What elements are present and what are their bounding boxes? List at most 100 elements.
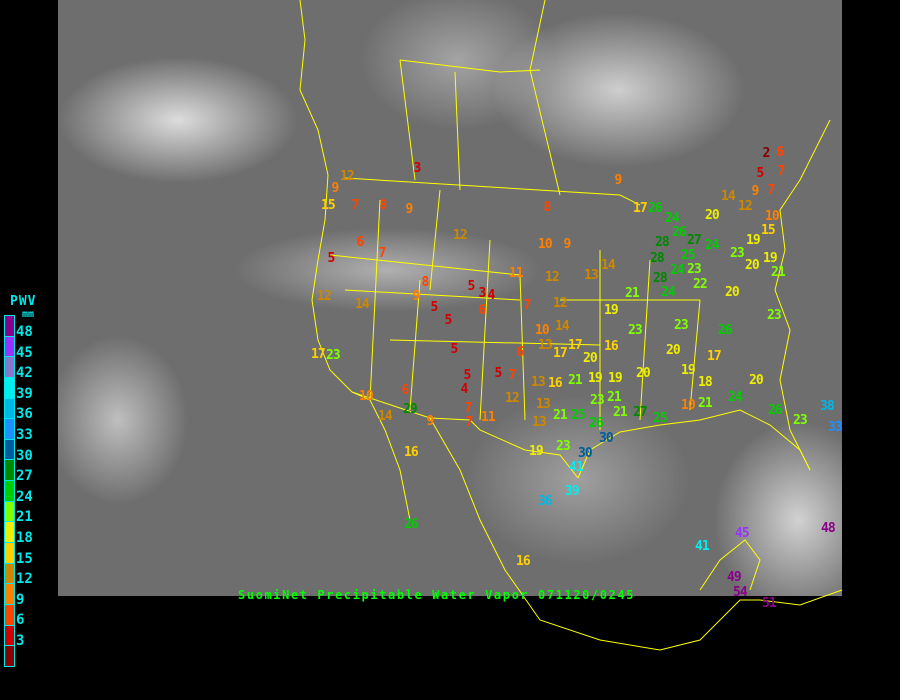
station-pwv-value: 26 <box>589 415 604 431</box>
station-pwv-value: 28 <box>653 270 668 286</box>
station-pwv-value: 21 <box>553 407 568 423</box>
mexico-coastline <box>429 417 843 651</box>
station-pwv-value: 23 <box>674 317 689 333</box>
legend-label: 12 <box>16 571 33 588</box>
station-pwv-value: 28 <box>655 234 670 250</box>
station-pwv-value: 14 <box>721 188 736 204</box>
station-pwv-value: 23 <box>556 438 571 454</box>
station-pwv-value: 21 <box>613 404 628 420</box>
station-pwv-value: 48 <box>821 520 836 536</box>
station-pwv-value: 15 <box>761 222 776 238</box>
station-pwv-value: 19 <box>763 250 778 266</box>
station-pwv-value: 20 <box>583 350 598 366</box>
station-pwv-value: 2 <box>762 145 771 161</box>
station-pwv-value: 13 <box>538 337 553 353</box>
station-pwv-value: 14 <box>355 296 370 312</box>
legend-label: 18 <box>16 530 33 546</box>
legend-swatch <box>5 543 14 564</box>
station-pwv-value: 23 <box>326 347 341 363</box>
station-pwv-value: 23 <box>687 261 702 277</box>
station-pwv-value: 8 <box>421 274 430 290</box>
legend-label: 39 <box>16 385 33 402</box>
station-pwv-value: 19 <box>746 232 761 248</box>
station-pwv-value: 12 <box>340 168 355 184</box>
station-pwv-value: 19 <box>604 302 619 318</box>
legend-swatch <box>5 522 14 544</box>
station-pwv-value: 7 <box>508 367 517 383</box>
station-pwv-value: 23 <box>730 245 745 261</box>
legend-label: 6 <box>16 612 25 629</box>
legend-label: 15 <box>16 550 33 567</box>
station-pwv-value: 12 <box>738 198 753 214</box>
legend-swatch <box>5 316 14 337</box>
legend-swatch <box>5 563 14 585</box>
station-pwv-value: 20 <box>636 365 651 381</box>
legend-unit: mm <box>22 309 35 320</box>
station-pwv-value: 25 <box>681 247 696 263</box>
station-pwv-value: 20 <box>725 284 740 300</box>
legend-color-bar <box>4 315 15 667</box>
map-title: SuomiNet Precipitable Water Vapor 071120… <box>238 588 636 602</box>
station-pwv-value: 10 <box>765 208 780 224</box>
legend-label: 9 <box>16 591 25 608</box>
station-pwv-value: 30 <box>599 430 614 446</box>
station-pwv-value: 8 <box>543 199 552 215</box>
station-pwv-value: 19 <box>608 370 623 386</box>
legend-label: 27 <box>16 468 33 485</box>
station-pwv-value: 9 <box>563 236 572 252</box>
station-pwv-value: 24 <box>665 210 680 226</box>
station-pwv-value: 14 <box>555 318 570 334</box>
station-pwv-value: 20 <box>745 257 760 273</box>
station-pwv-value: 36 <box>538 493 553 509</box>
station-pwv-value: 4 <box>487 287 496 303</box>
station-pwv-value: 21 <box>771 264 786 280</box>
legend-swatch <box>5 460 14 482</box>
canada-provinces <box>399 0 561 196</box>
station-pwv-value: 23 <box>767 307 782 323</box>
station-pwv-value: 13 <box>536 396 551 412</box>
station-pwv-value: 26 <box>768 402 783 418</box>
legend-label: 3 <box>16 633 25 649</box>
station-pwv-value: 16 <box>404 444 419 460</box>
station-pwv-value: 7 <box>465 414 474 430</box>
station-pwv-value: 21 <box>607 389 622 405</box>
station-pwv-value: 20 <box>749 372 764 388</box>
station-pwv-value: 9 <box>751 183 760 199</box>
station-pwv-value: 6 <box>516 344 525 360</box>
legend-label: 21 <box>16 509 33 526</box>
legend-swatch <box>5 439 14 461</box>
station-pwv-value: 19 <box>681 362 696 378</box>
station-pwv-value: 21 <box>568 372 583 388</box>
station-pwv-value: 6 <box>356 234 365 250</box>
station-pwv-value: 5 <box>463 367 472 383</box>
station-pwv-value: 9 <box>614 172 623 188</box>
gulf-coastline <box>577 409 811 479</box>
station-pwv-value: 16 <box>604 338 619 354</box>
us-canada-border <box>344 177 641 206</box>
station-pwv-value: 12 <box>545 269 560 285</box>
station-pwv-value: 7 <box>523 297 532 313</box>
station-pwv-value: 54 <box>733 584 748 600</box>
legend-swatch <box>5 336 14 358</box>
station-pwv-value: 39 <box>565 483 580 499</box>
station-pwv-value: 16 <box>516 553 531 569</box>
station-pwv-value: 9 <box>331 180 340 196</box>
station-pwv-value: 10 <box>535 322 550 338</box>
station-pwv-value: 21 <box>698 395 713 411</box>
station-pwv-value: 33 <box>828 419 843 435</box>
station-pwv-value: 45 <box>735 525 750 541</box>
legend-label: 42 <box>16 365 33 382</box>
station-pwv-value: 25 <box>571 407 586 423</box>
station-pwv-value: 5 <box>444 312 453 328</box>
station-pwv-value: 26 <box>404 516 419 532</box>
station-pwv-value: 6 <box>478 302 487 318</box>
station-pwv-value: 19 <box>529 443 544 459</box>
station-pwv-value: 5 <box>756 165 765 181</box>
state-lines <box>329 189 701 430</box>
station-pwv-value: 18 <box>698 374 713 390</box>
station-pwv-value: 10 <box>359 388 374 404</box>
station-pwv-value: 5 <box>467 278 476 294</box>
legend-swatch <box>5 481 14 502</box>
station-pwv-value: 10 <box>538 236 553 252</box>
